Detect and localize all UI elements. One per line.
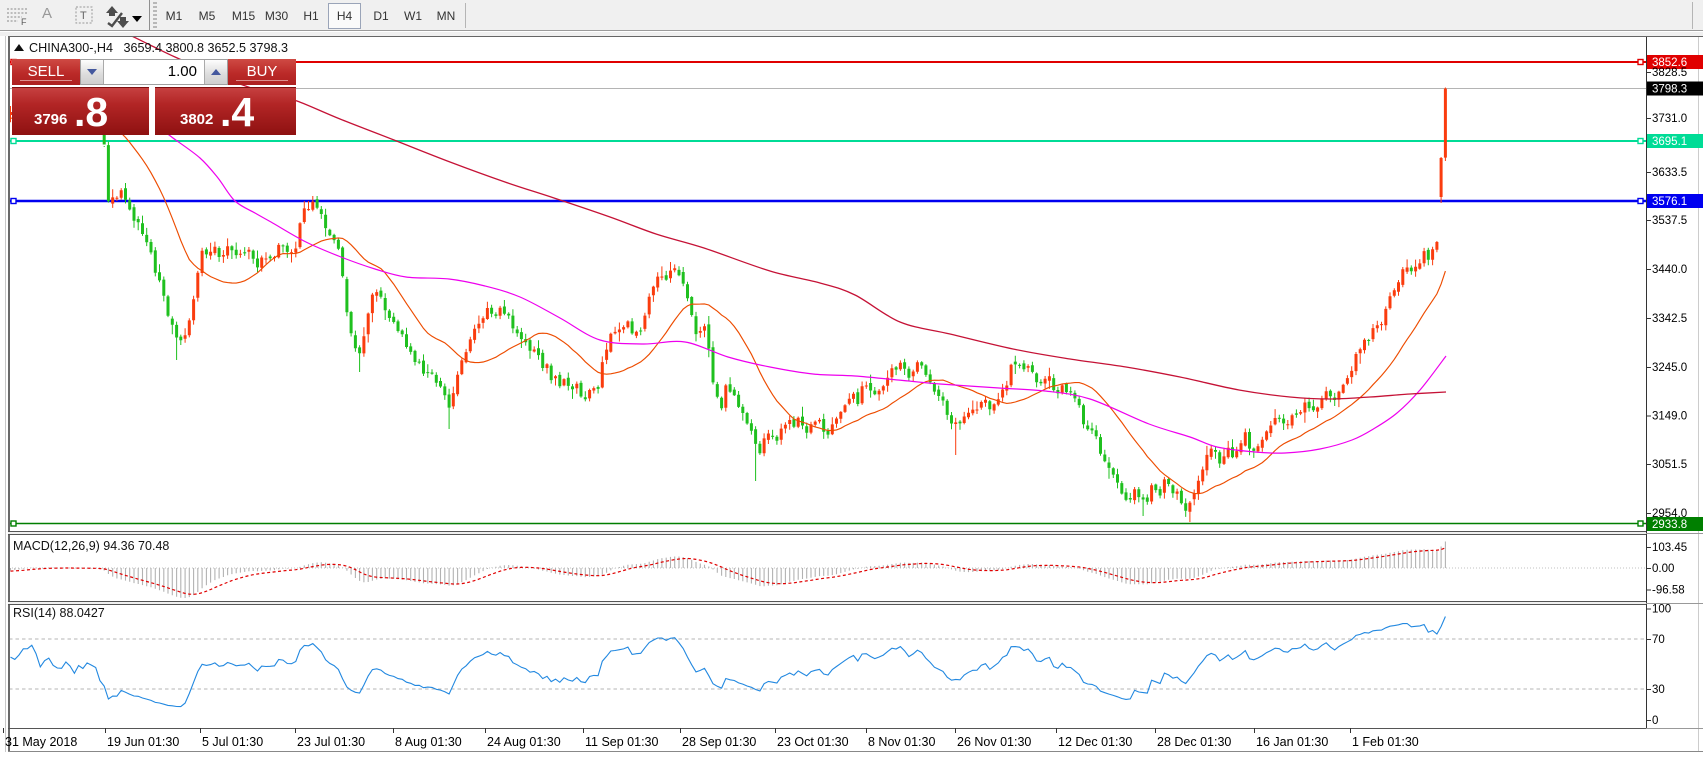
svg-text:3798.3: 3798.3 <box>1652 84 1687 96</box>
svg-text:3633.5: 3633.5 <box>1652 167 1687 179</box>
svg-text:3245.0: 3245.0 <box>1652 362 1687 374</box>
svg-text:24 Aug 01:30: 24 Aug 01:30 <box>487 735 561 749</box>
svg-text:MACD(12,26,9) 94.36 70.48: MACD(12,26,9) 94.36 70.48 <box>13 539 169 553</box>
svg-text:3695.1: 3695.1 <box>1652 136 1687 148</box>
svg-text:3852.6: 3852.6 <box>1652 57 1687 69</box>
svg-text:3731.0: 3731.0 <box>1652 113 1687 125</box>
svg-text:70: 70 <box>1652 634 1665 646</box>
svg-text:28 Dec 01:30: 28 Dec 01:30 <box>1157 735 1231 749</box>
svg-text:8 Nov 01:30: 8 Nov 01:30 <box>868 735 935 749</box>
svg-text:100: 100 <box>1652 604 1671 616</box>
svg-text:11 Sep 01:30: 11 Sep 01:30 <box>585 735 658 749</box>
svg-text:0: 0 <box>1652 715 1658 727</box>
svg-text:19 Jun 01:30: 19 Jun 01:30 <box>107 735 179 749</box>
svg-text:8 Aug 01:30: 8 Aug 01:30 <box>395 735 462 749</box>
svg-text:2933.8: 2933.8 <box>1652 519 1687 531</box>
svg-text:31 May 2018: 31 May 2018 <box>5 735 77 749</box>
svg-text:23 Oct 01:30: 23 Oct 01:30 <box>777 735 849 749</box>
svg-text:3440.0: 3440.0 <box>1652 264 1687 276</box>
svg-text:F: F <box>21 17 27 26</box>
svg-text:26 Nov 01:30: 26 Nov 01:30 <box>957 735 1031 749</box>
svg-text:5 Jul 01:30: 5 Jul 01:30 <box>202 735 263 749</box>
svg-text:3537.5: 3537.5 <box>1652 215 1687 227</box>
svg-text:3051.5: 3051.5 <box>1652 459 1687 471</box>
svg-text:T: T <box>80 10 87 22</box>
svg-text:103.45: 103.45 <box>1652 542 1687 554</box>
svg-text:0.00: 0.00 <box>1652 563 1674 575</box>
svg-text:3342.5: 3342.5 <box>1652 313 1687 325</box>
svg-text:RSI(14) 88.0427: RSI(14) 88.0427 <box>13 606 105 620</box>
svg-text:16 Jan 01:30: 16 Jan 01:30 <box>1256 735 1328 749</box>
svg-text:3149.0: 3149.0 <box>1652 411 1687 423</box>
svg-text:23 Jul 01:30: 23 Jul 01:30 <box>297 735 365 749</box>
svg-text:1 Feb 01:30: 1 Feb 01:30 <box>1352 735 1419 749</box>
svg-text:28 Sep 01:30: 28 Sep 01:30 <box>682 735 756 749</box>
svg-text:30: 30 <box>1652 684 1665 696</box>
svg-text:12 Dec 01:30: 12 Dec 01:30 <box>1058 735 1132 749</box>
svg-text:3576.1: 3576.1 <box>1652 196 1687 208</box>
svg-text:CHINA300-,H4 3659.4 3800.8 3: CHINA300-,H4 3659.4 3800.8 3652.5 3798.3 <box>29 41 288 55</box>
svg-text:3828.5: 3828.5 <box>1652 67 1687 79</box>
svg-text:-96.58: -96.58 <box>1652 585 1685 597</box>
